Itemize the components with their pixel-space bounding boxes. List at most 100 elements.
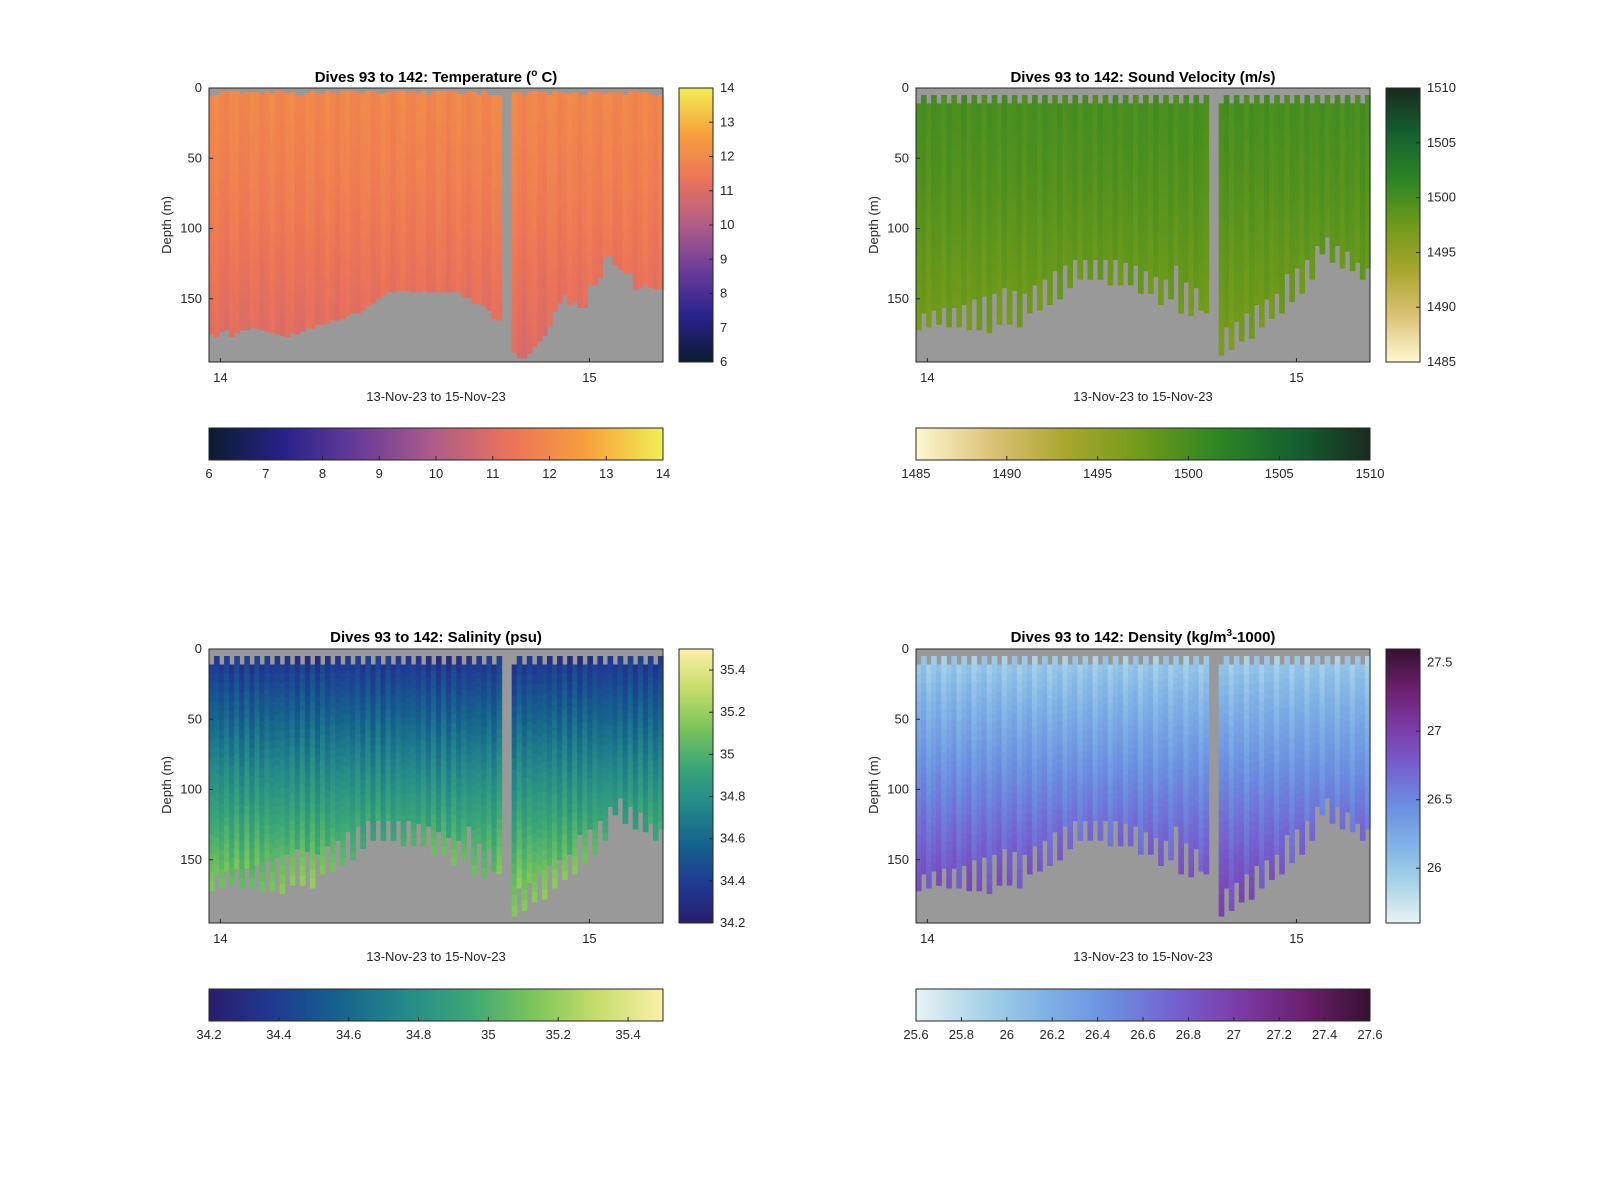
data-cell	[254, 92, 261, 103]
data-cell	[1218, 323, 1225, 335]
data-cell	[1324, 106, 1331, 114]
profile-column	[1001, 95, 1008, 289]
data-cell	[1248, 318, 1255, 329]
data-cell	[1339, 185, 1346, 194]
data-cell	[410, 174, 417, 184]
data-cell	[209, 702, 215, 713]
data-cell	[577, 164, 583, 175]
data-cell	[587, 252, 593, 262]
data-cell	[370, 285, 377, 295]
data-cell	[1203, 104, 1210, 114]
data-cell	[345, 296, 351, 307]
data-cell	[244, 270, 250, 281]
data-cell	[1122, 143, 1129, 152]
data-cell	[1158, 195, 1164, 205]
data-cell	[259, 93, 266, 105]
data-cell	[617, 158, 624, 167]
data-cell	[1188, 165, 1195, 175]
data-cell	[299, 719, 306, 730]
data-cell	[325, 216, 331, 227]
data-cell	[289, 756, 296, 767]
data-cell	[249, 869, 255, 880]
data-cell	[264, 250, 271, 262]
data-cell	[1148, 158, 1154, 168]
data-cell	[1228, 308, 1235, 320]
data-cell	[395, 207, 402, 217]
data-cell	[254, 121, 261, 133]
data-cell	[274, 739, 281, 749]
data-cell	[1243, 176, 1250, 187]
data-cell	[1057, 136, 1063, 145]
data-cell	[1047, 245, 1053, 255]
data-cell	[996, 112, 1003, 123]
data-cell	[1314, 95, 1321, 102]
profile-column	[476, 95, 482, 304]
data-cell	[1238, 192, 1245, 203]
data-cell	[314, 256, 321, 268]
data-cell	[557, 127, 563, 137]
data-cell	[259, 664, 266, 675]
data-cell	[1299, 214, 1306, 223]
data-cell	[330, 120, 336, 131]
data-cell	[289, 747, 296, 757]
data-cell	[249, 160, 255, 172]
data-cell	[546, 181, 553, 192]
profile-column	[1021, 95, 1028, 294]
data-cell	[486, 148, 493, 159]
data-cell	[1329, 209, 1336, 217]
data-cell	[1233, 292, 1240, 303]
data-cell	[647, 214, 654, 224]
data-cell	[1178, 155, 1184, 166]
data-cell	[415, 275, 422, 285]
data-cell	[355, 165, 361, 176]
data-cell	[304, 190, 311, 202]
data-cell	[1127, 171, 1134, 180]
data-cell	[627, 144, 634, 153]
data-cell	[330, 300, 336, 311]
data-cell	[1127, 239, 1134, 248]
data-cell	[951, 218, 957, 229]
data-cell	[1047, 178, 1053, 188]
data-cell	[264, 749, 271, 759]
data-cell	[1314, 170, 1321, 178]
data-cell	[536, 330, 543, 342]
profile-column	[1309, 103, 1316, 280]
data-cell	[577, 120, 583, 130]
data-cell	[642, 212, 649, 222]
data-cell	[224, 230, 230, 241]
data-cell	[1354, 227, 1361, 235]
data-cell	[1284, 199, 1290, 208]
data-cell	[214, 819, 220, 830]
data-cell	[652, 127, 659, 137]
data-cell	[365, 108, 372, 119]
profile-column	[385, 92, 392, 293]
data-cell	[592, 156, 599, 165]
data-cell	[279, 90, 286, 102]
data-cell	[1274, 161, 1280, 170]
data-cell	[1006, 287, 1013, 298]
data-cell	[319, 266, 326, 277]
data-cell	[365, 296, 372, 307]
data-cell	[471, 232, 477, 243]
data-cell	[941, 183, 947, 193]
data-cell	[1097, 191, 1104, 200]
data-cell	[234, 726, 240, 737]
data-cell	[632, 165, 639, 174]
data-cell	[330, 243, 336, 255]
data-cell	[209, 104, 215, 116]
data-cell	[657, 175, 664, 185]
profile-column	[1259, 103, 1265, 328]
profile-column	[587, 90, 593, 286]
data-cell	[1359, 242, 1366, 251]
data-cell	[562, 202, 568, 212]
data-cell	[557, 118, 563, 128]
profile-column	[657, 95, 664, 290]
data-cell	[637, 108, 644, 118]
data-cell	[1097, 257, 1104, 266]
data-cell	[1137, 229, 1144, 239]
data-cell	[375, 238, 382, 249]
data-cell	[425, 103, 432, 113]
data-cell	[385, 175, 392, 185]
data-cell	[239, 748, 245, 759]
data-cell	[926, 233, 932, 244]
